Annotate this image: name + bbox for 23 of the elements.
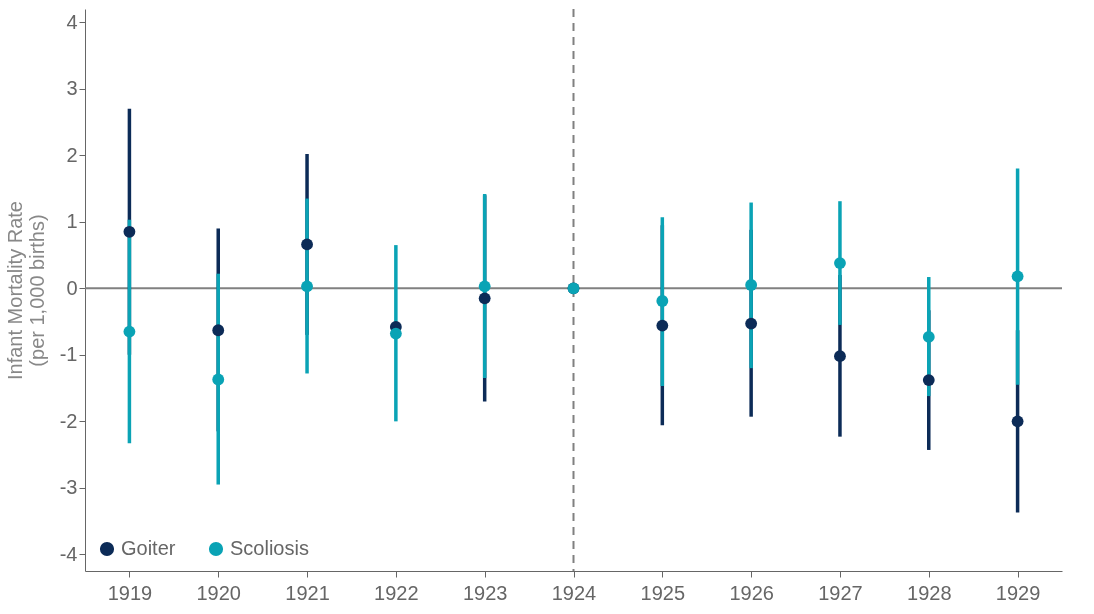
x-tick-label: 1919 [107,581,153,604]
legend-label: Scoliosis [230,537,309,559]
x-tick-label: 1921 [285,581,330,604]
x-tick-label: 1922 [374,581,419,604]
x-tick-label: 1920 [196,581,241,604]
y-tick-label: 1 [66,210,78,233]
y-axis-title: Infant Mortality Rate (per 1,000 births) [3,201,48,380]
y-tick-label: 4 [66,10,78,33]
y-tick-label: 3 [66,77,78,100]
y-tick-label: 2 [66,143,78,166]
y-tick-label: -1 [59,343,78,366]
x-tick-label: 1928 [907,581,952,604]
y-tick-label: -4 [59,542,78,565]
x-tick-label: 1923 [462,581,508,604]
x-tick-label: 1927 [818,581,863,604]
x-tick-label: 1925 [640,581,686,604]
y-tick-label: -3 [59,476,78,499]
x-tick-label: 1926 [729,581,774,604]
x-tick-label: 1929 [995,581,1041,604]
y-tick-label: -2 [59,409,78,432]
y-tick-label: 0 [66,276,78,299]
x-tick-label: 1924 [551,581,597,604]
legend-label: Goiter [121,537,176,559]
